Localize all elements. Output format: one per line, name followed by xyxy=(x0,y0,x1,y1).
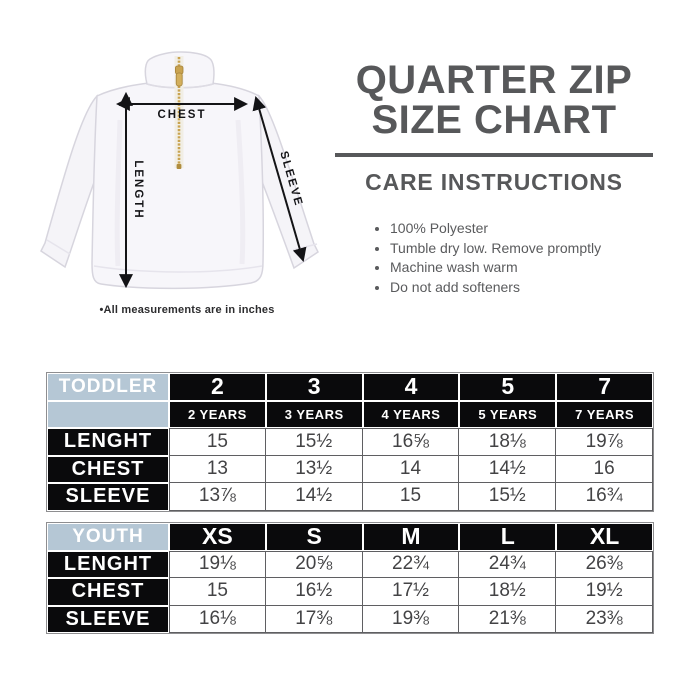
size-column-header: S xyxy=(265,523,363,551)
fold-shading-right xyxy=(235,119,246,265)
zipper-stop xyxy=(176,164,182,169)
size-value-cell: 22¾ xyxy=(362,550,460,578)
size-value-cell: 14½ xyxy=(459,455,557,483)
size-value-cell: 15 xyxy=(169,578,266,606)
size-value-cell: 15½ xyxy=(459,483,557,511)
zipper-pull xyxy=(175,72,183,87)
measurement-row-label: LENGHT xyxy=(47,428,169,456)
size-column-header: M xyxy=(362,523,460,551)
size-value-cell: 15 xyxy=(169,428,266,456)
care-item: 100% Polyester xyxy=(390,219,653,239)
care-item: Do not add softeners xyxy=(390,278,653,298)
measurement-arrows xyxy=(115,91,307,289)
size-column-header: 5 xyxy=(459,373,557,401)
left-cuff-seam xyxy=(46,239,71,255)
header-and-care-section: QUARTER ZIP SIZE CHART CARE INSTRUCTIONS… xyxy=(335,60,653,297)
measurement-row-label: CHEST xyxy=(47,578,169,606)
care-item: Machine wash warm xyxy=(390,258,653,278)
size-value-cell: 16 xyxy=(556,455,653,483)
size-value-cell: 17⅜ xyxy=(265,605,363,633)
size-value-cell: 16¾ xyxy=(556,483,653,511)
care-item: Tumble dry low. Remove promptly xyxy=(390,239,653,259)
size-value-cell: 15 xyxy=(362,483,460,511)
care-instructions-heading: CARE INSTRUCTIONS xyxy=(365,169,623,195)
page-title-line1: QUARTER ZIP xyxy=(355,58,633,102)
measurements-unit-note: •All measurements are in inches xyxy=(99,304,275,316)
size-value-cell: 18½ xyxy=(459,578,557,606)
size-column-header: 2 xyxy=(169,373,266,401)
size-value-cell: 16⅛ xyxy=(169,605,266,633)
size-value-cell: 13⅞ xyxy=(169,483,266,511)
size-value-cell: 18⅛ xyxy=(459,428,557,456)
size-value-cell: 13½ xyxy=(265,455,363,483)
size-value-cell: 20⅝ xyxy=(265,550,363,578)
youth-table-title: YOUTH xyxy=(47,523,169,551)
fold-shading-left xyxy=(114,119,123,267)
toddler-table-title: TODDLER xyxy=(47,373,169,401)
size-value-cell: 24¾ xyxy=(459,550,557,578)
toddler-years-spacer xyxy=(47,400,169,428)
chest-measure-label: CHEST xyxy=(158,109,207,121)
size-years-header: 5 YEARS xyxy=(459,400,557,428)
size-value-cell: 16½ xyxy=(265,578,363,606)
measurement-row-label: SLEEVE xyxy=(47,483,169,511)
size-column-header: XL xyxy=(556,523,653,551)
title-divider-rule xyxy=(335,153,653,157)
care-instructions-list: 100% Polyester Tumble dry low. Remove pr… xyxy=(335,219,653,297)
hem-seam xyxy=(93,265,263,273)
size-value-cell: 23⅜ xyxy=(556,605,653,633)
size-years-header: 4 YEARS xyxy=(362,400,460,428)
size-column-header: 4 xyxy=(362,373,460,401)
size-value-cell: 13 xyxy=(169,455,266,483)
size-value-cell: 19⅛ xyxy=(169,550,266,578)
size-years-header: 2 YEARS xyxy=(169,400,266,428)
size-value-cell: 21⅜ xyxy=(459,605,557,633)
size-value-cell: 19⅜ xyxy=(362,605,460,633)
sleeve-arrow xyxy=(252,95,307,263)
page-title-line2: SIZE CHART xyxy=(371,98,617,142)
length-measure-label: LENGTH xyxy=(132,160,144,219)
size-column-header: L xyxy=(459,523,557,551)
toddler-size-table: TODDLER 2 3 4 5 7 2 YEARS 3 YEARS 4 YEAR… xyxy=(46,372,654,512)
size-value-cell: 16⅝ xyxy=(362,428,460,456)
measurement-row-label: CHEST xyxy=(47,455,169,483)
size-years-header: 7 YEARS xyxy=(556,400,653,428)
size-value-cell: 26⅜ xyxy=(556,550,653,578)
measurement-row-label: SLEEVE xyxy=(47,605,169,633)
size-years-header: 3 YEARS xyxy=(265,400,363,428)
garment-diagram: CHEST LENGTH SLEEVE xyxy=(40,51,319,290)
size-value-cell: 19½ xyxy=(556,578,653,606)
size-column-header: 7 xyxy=(556,373,653,401)
size-value-cell: 19⅞ xyxy=(556,428,653,456)
youth-size-table: YOUTH XS S M L XL LENGHT 19⅛ 20⅝ 22¾ 24¾… xyxy=(46,522,654,634)
size-value-cell: 15½ xyxy=(265,428,363,456)
size-column-header: XS xyxy=(169,523,266,551)
size-value-cell: 17½ xyxy=(362,578,460,606)
torso xyxy=(91,82,265,290)
size-column-header: 3 xyxy=(265,373,363,401)
size-value-cell: 14 xyxy=(362,455,460,483)
size-value-cell: 14½ xyxy=(265,483,363,511)
measurement-row-label: LENGHT xyxy=(47,550,169,578)
